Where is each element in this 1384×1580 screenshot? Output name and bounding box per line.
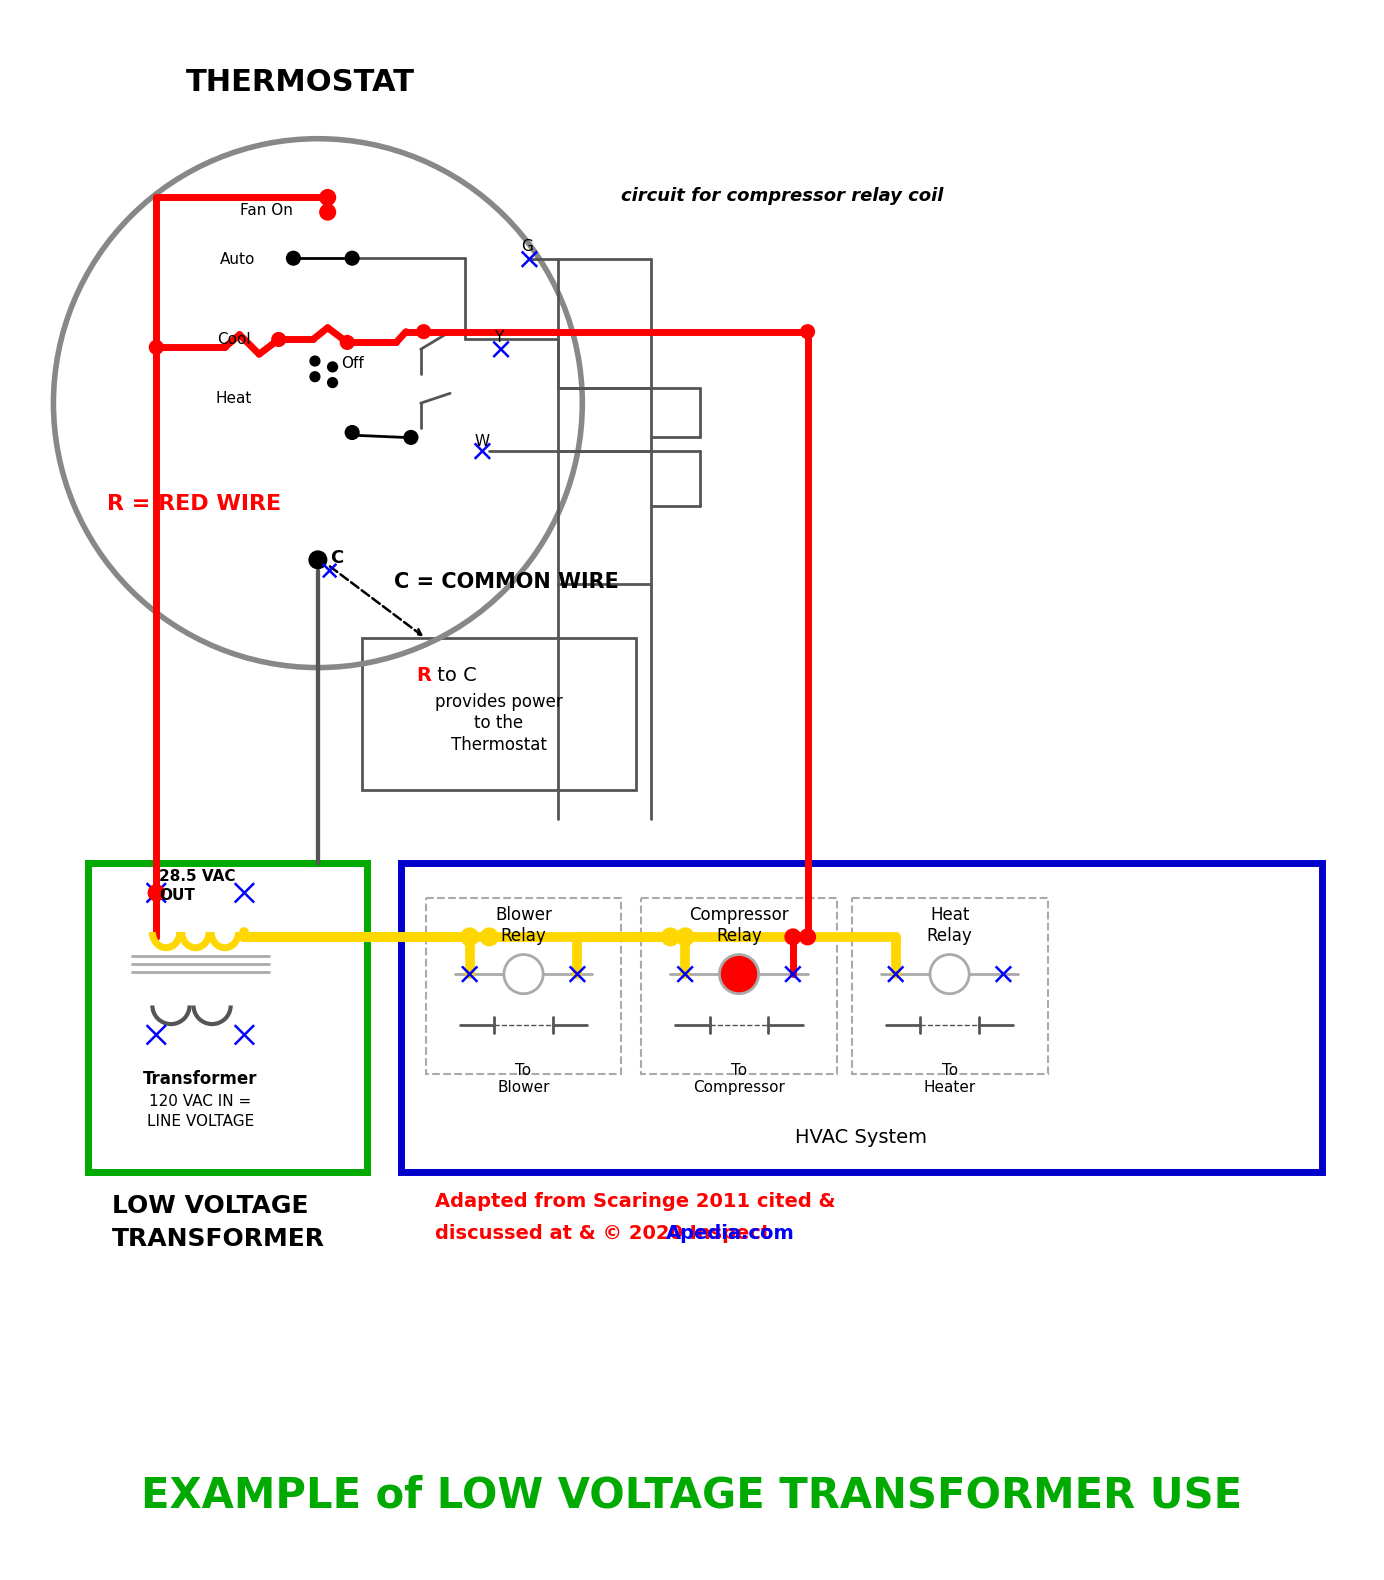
Circle shape: [800, 929, 815, 945]
Circle shape: [286, 251, 300, 265]
Circle shape: [345, 425, 358, 439]
Text: G: G: [522, 239, 533, 254]
Text: 28.5 VAC: 28.5 VAC: [159, 869, 235, 883]
Circle shape: [310, 371, 320, 382]
Text: THERMOSTAT: THERMOSTAT: [185, 68, 415, 98]
Circle shape: [480, 927, 498, 946]
Bar: [87, 863, 367, 1172]
Circle shape: [417, 325, 430, 338]
Circle shape: [309, 551, 327, 569]
Text: HVAC System: HVAC System: [796, 1128, 927, 1147]
Circle shape: [677, 927, 693, 946]
Circle shape: [930, 954, 969, 994]
Circle shape: [345, 251, 358, 265]
Text: Thermostat: Thermostat: [451, 736, 547, 754]
Bar: [426, 897, 621, 1074]
Text: 120 VAC IN =: 120 VAC IN =: [149, 1093, 252, 1109]
Circle shape: [149, 340, 163, 354]
Circle shape: [662, 927, 680, 946]
Text: R = RED WIRE: R = RED WIRE: [108, 495, 281, 514]
Circle shape: [148, 885, 165, 901]
Text: EXAMPLE of LOW VOLTAGE TRANSFORMER USE: EXAMPLE of LOW VOLTAGE TRANSFORMER USE: [141, 1474, 1243, 1517]
Circle shape: [404, 431, 418, 444]
Text: To
Heater: To Heater: [923, 1063, 976, 1095]
Text: to the: to the: [475, 714, 523, 733]
Text: C: C: [329, 548, 343, 567]
Text: Cool: Cool: [217, 332, 251, 348]
Circle shape: [328, 378, 338, 387]
Circle shape: [461, 927, 479, 946]
Text: C = COMMON WIRE: C = COMMON WIRE: [394, 572, 619, 592]
Text: Auto: Auto: [220, 251, 255, 267]
Text: LINE VOLTAGE: LINE VOLTAGE: [147, 1114, 255, 1128]
Circle shape: [271, 333, 285, 346]
Text: Apedia.com: Apedia.com: [666, 1224, 794, 1243]
Text: Transformer: Transformer: [143, 1070, 257, 1089]
Text: discussed at & © 2020 Inspect: discussed at & © 2020 Inspect: [436, 1224, 771, 1243]
Text: To
Compressor: To Compressor: [693, 1063, 785, 1095]
Circle shape: [148, 885, 165, 901]
Text: circuit for compressor relay coil: circuit for compressor relay coil: [621, 186, 944, 204]
Text: Compressor
Relay: Compressor Relay: [689, 905, 789, 945]
Text: Fan On: Fan On: [239, 202, 292, 218]
Text: to C: to C: [430, 665, 476, 684]
Text: R: R: [415, 665, 430, 684]
Text: LOW VOLTAGE: LOW VOLTAGE: [112, 1194, 309, 1218]
Text: provides power: provides power: [435, 694, 563, 711]
Text: OUT: OUT: [159, 888, 195, 904]
Bar: [851, 897, 1048, 1074]
Bar: [363, 638, 637, 790]
Text: TRANSFORMER: TRANSFORMER: [112, 1226, 325, 1250]
Bar: [641, 897, 837, 1074]
Circle shape: [328, 362, 338, 371]
Bar: [401, 863, 1322, 1172]
Text: Y: Y: [494, 330, 504, 344]
Circle shape: [340, 335, 354, 349]
Circle shape: [720, 954, 758, 994]
Circle shape: [320, 190, 335, 205]
Text: Adapted from Scaringe 2011 cited &: Adapted from Scaringe 2011 cited &: [436, 1191, 836, 1210]
Text: Heat: Heat: [215, 390, 252, 406]
Circle shape: [801, 325, 814, 338]
Text: Blower
Relay: Blower Relay: [495, 905, 552, 945]
Text: Off: Off: [342, 357, 364, 371]
Text: W: W: [475, 435, 490, 449]
Circle shape: [785, 929, 801, 945]
Text: To
Blower: To Blower: [497, 1063, 549, 1095]
Circle shape: [320, 204, 335, 220]
Circle shape: [310, 356, 320, 367]
Text: Heat
Relay: Heat Relay: [927, 905, 973, 945]
Circle shape: [504, 954, 543, 994]
